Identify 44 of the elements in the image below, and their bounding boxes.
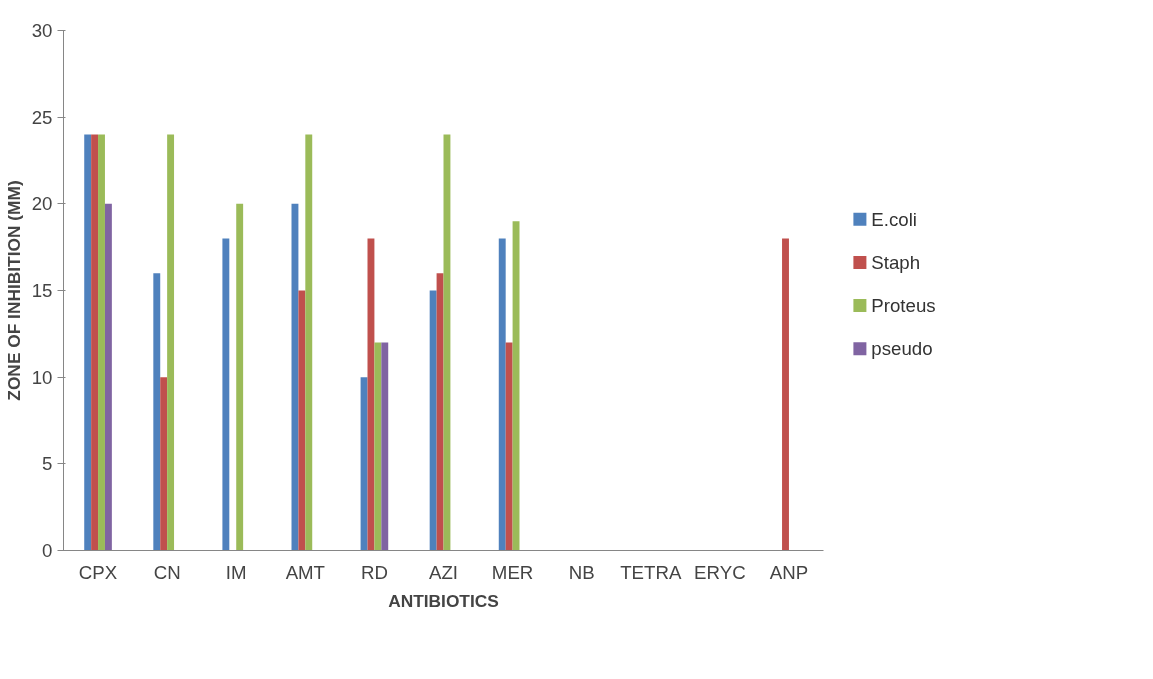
y-tick-label: 15 [31,280,53,301]
bar [160,377,168,551]
x-tick-label: RD [360,561,388,583]
x-tick-label: MER [491,561,534,583]
legend-label: pseudo [871,338,933,360]
x-tick-label: TETRA [620,561,682,583]
x-tick-label: AMT [285,561,326,583]
y-tick-label: 10 [31,366,53,388]
y-tick-label: 0 [42,540,53,561]
bar [91,134,99,551]
y-tick-label: 20 [31,193,53,215]
x-axis-title: ANTIBIOTICS [388,590,499,611]
bar [498,238,506,551]
bar [305,134,313,551]
bar [104,203,112,551]
bar [84,134,92,551]
y-axis-title: ZONE OF INHIBITION (MM) [3,180,24,401]
bar [236,203,244,551]
legend-label: Staph [871,251,921,273]
x-tick-label: AZI [428,561,459,583]
bar [153,273,161,551]
y-tick-label: 5 [42,453,53,475]
x-tick-label: CPX [78,561,118,583]
bar [782,238,789,551]
bar [505,342,513,551]
bar [298,290,306,551]
bar [98,134,105,551]
bar [222,238,230,551]
bar [167,134,175,551]
bar [360,377,368,551]
x-tick-label: CN [153,561,181,583]
bar [512,221,520,551]
x-tick-label: ERYC [694,561,746,583]
bar [381,342,389,551]
legend-label: Proteus [871,295,936,317]
bar [436,273,444,551]
x-tick-label: IM [225,561,247,583]
y-tick-label: 30 [31,20,53,41]
bar [429,290,437,551]
bar [374,342,382,551]
legend-label: E.coli [871,208,917,230]
y-tick-label: 25 [31,106,53,128]
x-tick-label: NB [568,561,595,583]
x-tick-label: ANP [769,561,809,583]
